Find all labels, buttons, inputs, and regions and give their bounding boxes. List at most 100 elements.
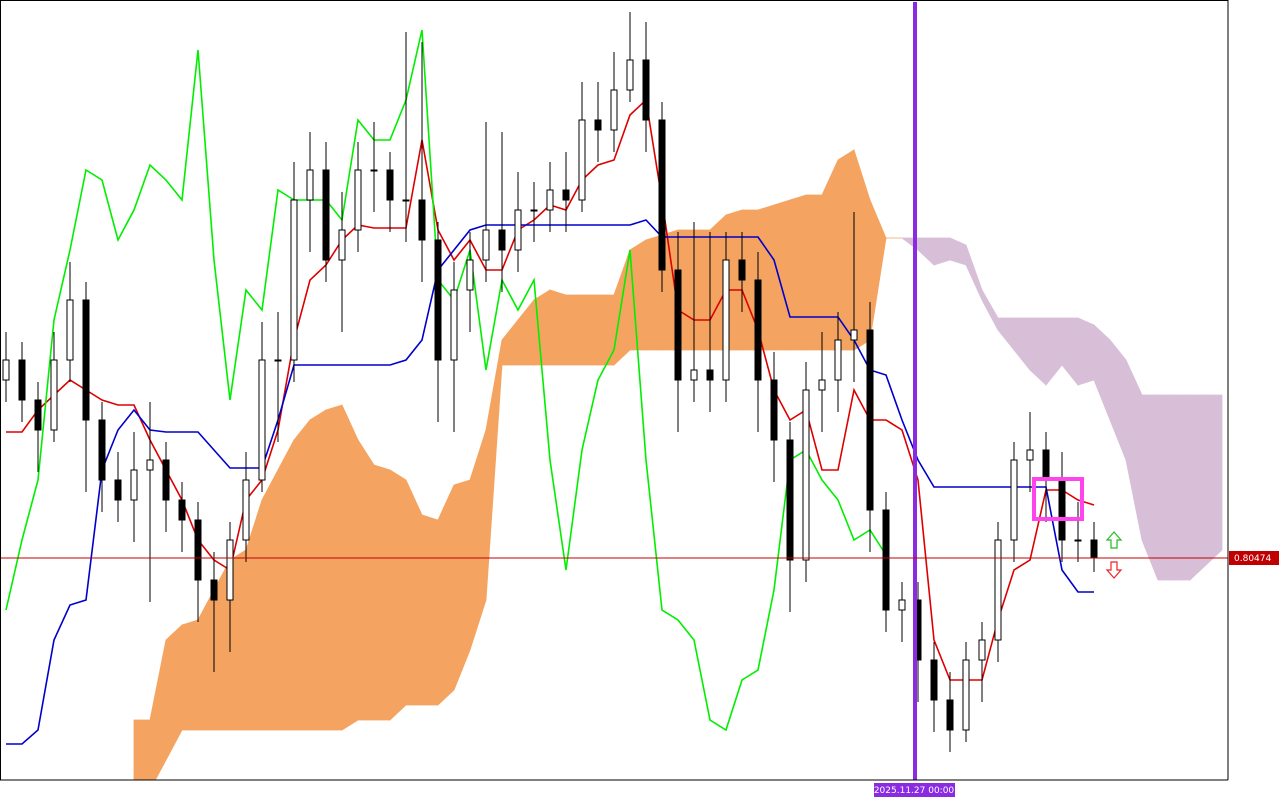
cloud-segment (405, 479, 423, 706)
candle-body (66, 299, 74, 361)
time-marker-label: 2025.11.27 00:00 (874, 786, 955, 796)
candle (626, 12, 634, 102)
candle-body (2, 359, 10, 381)
candle-body (370, 169, 378, 172)
candle-body (82, 299, 90, 421)
candle-body (946, 699, 954, 731)
candle-body (706, 369, 714, 381)
candle (146, 402, 154, 602)
candle-body (402, 199, 410, 202)
candle-body (658, 119, 666, 271)
candle (1074, 502, 1082, 562)
candle-body (978, 639, 986, 661)
candle (658, 102, 666, 292)
candle (258, 322, 266, 492)
candle (434, 222, 442, 422)
candle (50, 332, 58, 442)
candle (1026, 412, 1034, 492)
candle (210, 552, 218, 672)
candle-body (242, 479, 250, 541)
candle (402, 32, 410, 242)
candle-body (162, 459, 170, 501)
candle-body (754, 279, 762, 381)
cloud-segment (789, 194, 807, 351)
candle (562, 152, 570, 232)
candle-body (834, 339, 842, 381)
candle-body (50, 359, 58, 431)
candle (962, 642, 970, 742)
cloud-segment (805, 194, 823, 351)
candle-body (1074, 539, 1082, 542)
sell-arrow (1105, 561, 1123, 579)
candle (450, 262, 458, 432)
candle-body (434, 239, 442, 361)
candle (66, 262, 74, 382)
candle-body (690, 369, 698, 381)
candle (578, 82, 586, 212)
candle-body (194, 519, 202, 581)
candle (530, 182, 538, 242)
candle-body (290, 199, 298, 361)
candle (610, 52, 618, 152)
candle (482, 122, 490, 282)
price-label-box (1229, 551, 1279, 565)
candle-body (546, 189, 554, 211)
candle-body (882, 509, 890, 611)
candle (594, 82, 602, 162)
cloud-segment (293, 418, 311, 731)
candle (866, 302, 874, 552)
cloud-segment (1157, 394, 1175, 581)
candle (674, 232, 682, 432)
time-marker-box (874, 783, 955, 797)
cloud-segment (549, 289, 567, 366)
candle-body (626, 59, 634, 91)
candle-body (1026, 449, 1034, 461)
candle-body (770, 379, 778, 441)
cloud-segment (357, 438, 375, 721)
candle (338, 192, 346, 332)
candle-body (306, 169, 314, 201)
candle (290, 162, 298, 382)
cloud-segment (869, 199, 887, 341)
candle (706, 232, 714, 412)
candle-body (338, 229, 346, 261)
candle (882, 492, 890, 632)
candle-body (674, 269, 682, 381)
candle-body (466, 259, 474, 291)
candle-body (130, 469, 138, 501)
candle-body (386, 169, 394, 201)
candle-body (818, 379, 826, 391)
cloud-segment (693, 229, 711, 351)
candle (818, 332, 826, 432)
candle (850, 212, 858, 382)
candle-body (530, 209, 538, 212)
candle-body (114, 479, 122, 501)
candle-body (562, 189, 570, 201)
candle (690, 222, 698, 402)
cloud-segment (437, 484, 455, 706)
cloud-segment (1189, 394, 1207, 581)
candle (354, 142, 362, 252)
candle (34, 382, 42, 472)
cloud-segment (309, 409, 327, 731)
candle (546, 162, 554, 232)
candle (306, 132, 314, 252)
cloud-segment (1077, 317, 1095, 386)
candle (802, 362, 810, 582)
candle-body (930, 659, 938, 701)
candle (898, 582, 906, 642)
cloud-segment (373, 464, 391, 721)
candle (178, 482, 186, 552)
candle-body (146, 459, 154, 471)
candle-body (722, 259, 730, 381)
candle-body (498, 229, 506, 251)
candle-body (322, 169, 330, 261)
candle (978, 622, 986, 702)
candle (786, 422, 794, 612)
candle-body (1010, 459, 1018, 541)
cloud-segment (565, 294, 583, 366)
candle-body (802, 389, 810, 561)
candle-body (962, 659, 970, 731)
price-label: 0.80474 (1234, 554, 1271, 564)
